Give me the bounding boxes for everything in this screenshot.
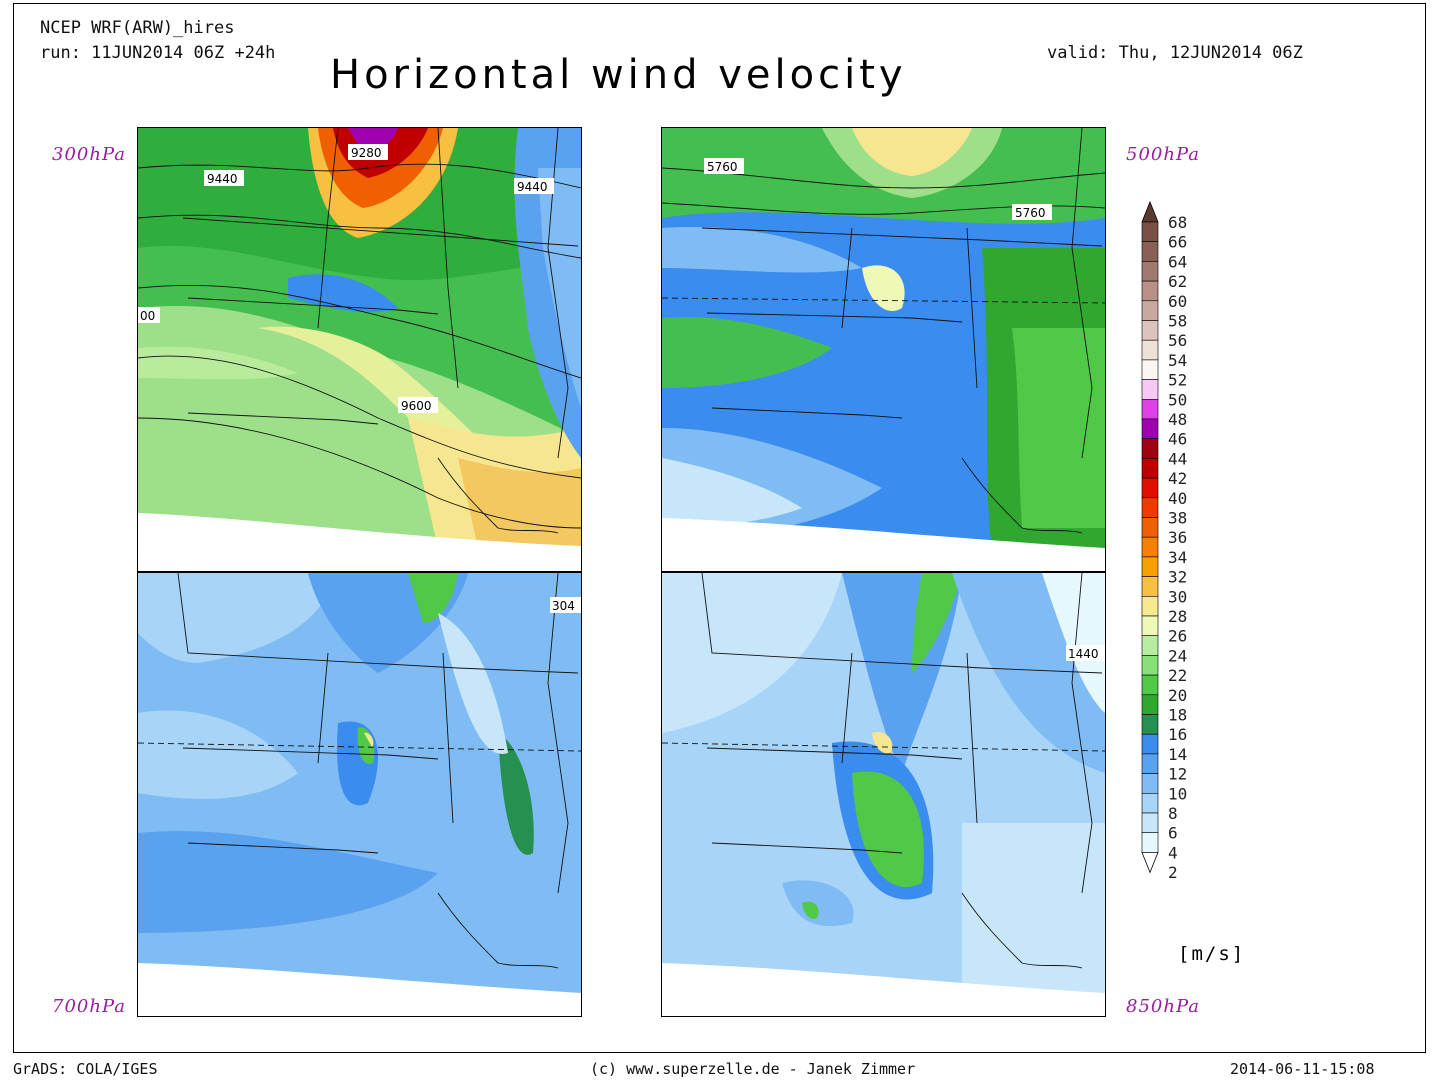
colorbar-swatch: [1141, 241, 1159, 262]
colorbar-swatch: [1141, 694, 1159, 715]
colorbar-tick-label: 40: [1168, 489, 1187, 508]
colorbar-tick-label: 28: [1168, 607, 1187, 626]
map-panel-500hpa: 5760 5760: [661, 127, 1106, 572]
colorbar-swatch: [1141, 576, 1159, 597]
colorbar-swatch: [1141, 714, 1159, 735]
colorbar-tick-label: 2: [1168, 863, 1178, 882]
panel-label-850: 850hPa: [1126, 996, 1200, 1017]
colorbar-swatch: [1141, 792, 1159, 814]
colorbar-tick-label: 22: [1168, 666, 1187, 685]
colorbar-tick-label: 56: [1168, 331, 1187, 350]
colorbar-tick-label: 52: [1168, 371, 1187, 390]
colorbar-tick-label: 60: [1168, 292, 1187, 311]
colorbar-swatch: [1141, 733, 1159, 755]
colorbar-tick-label: 34: [1168, 548, 1187, 567]
colorbar-tick-label: 16: [1168, 725, 1187, 744]
colorbar-tick-label: 64: [1168, 252, 1187, 271]
colorbar-tick-label: 36: [1168, 528, 1187, 547]
colorbar-swatch: [1141, 320, 1159, 341]
colorbar-swatch: [1141, 517, 1159, 538]
colorbar-swatch: [1141, 832, 1159, 853]
map-panel-300hpa: 9280 9440 9440 00 9600: [137, 127, 582, 572]
colorbar-tick-label: 32: [1168, 568, 1187, 587]
colorbar-tick-label: 6: [1168, 824, 1178, 843]
colorbar-tick-label: 66: [1168, 233, 1187, 252]
colorbar-swatch: [1141, 615, 1159, 637]
colorbar-swatch: [1141, 477, 1159, 499]
footer-timestamp: 2014-06-11-15:08: [1230, 1060, 1375, 1078]
colorbar-tick-label: 18: [1168, 706, 1187, 725]
footer-copyright: (c) www.superzelle.de - Janek Zimmer: [590, 1060, 916, 1078]
map-panel-850hpa: 1440: [661, 572, 1106, 1017]
map-panel-700hpa: 304: [137, 572, 582, 1017]
colorbar-swatch: [1141, 497, 1159, 518]
colorbar-swatch: [1141, 635, 1159, 656]
colorbar-swatch: [1141, 595, 1159, 617]
colorbar-swatch: [1141, 753, 1159, 774]
colorbar-swatch: [1141, 438, 1159, 459]
colorbar-swatch: [1141, 379, 1159, 400]
colorbar-tick-label: 20: [1168, 686, 1187, 705]
colorbar-tick-label: 38: [1168, 509, 1187, 528]
contour-label: 00: [140, 309, 155, 323]
colorbar-swatch: [1141, 773, 1159, 794]
contour-label: 1440: [1068, 647, 1099, 661]
contour-label: 5760: [707, 160, 738, 174]
units-label: [m/s]: [1178, 943, 1246, 965]
colorbar-swatch: [1141, 300, 1159, 321]
colorbar-tick-label: 44: [1168, 449, 1187, 468]
colorbar-tick-label: 54: [1168, 351, 1187, 370]
contour-label: 5760: [1015, 206, 1046, 220]
colorbar-tick-label: 26: [1168, 627, 1187, 646]
colorbar-swatch: [1141, 339, 1159, 361]
colorbar-tick-label: 30: [1168, 587, 1187, 606]
colorbar-swatch: [1141, 418, 1159, 440]
colorbar-tick-label: 14: [1168, 745, 1187, 764]
colorbar-swatch: [1141, 280, 1159, 302]
colorbar-swatch: [1141, 261, 1159, 282]
colorbar-swatch: [1141, 221, 1159, 243]
colorbar-swatch: [1141, 812, 1159, 834]
colorbar-tick-label: 42: [1168, 469, 1187, 488]
colorbar-tick-label: 62: [1168, 272, 1187, 291]
colorbar-tick-label: 8: [1168, 804, 1178, 823]
colorbar-swatch: [1141, 674, 1159, 696]
colorbar-swatch: [1141, 536, 1159, 558]
contour-label: 9440: [207, 172, 238, 186]
colorbar-top-arrow: [1141, 200, 1159, 223]
valid-time: valid: Thu, 12JUN2014 06Z: [1047, 43, 1303, 63]
panel-label-300: 300hPa: [52, 144, 126, 165]
colorbar-tick-label: 4: [1168, 843, 1178, 862]
colorbar-tick-label: 48: [1168, 410, 1187, 429]
colorbar-tick-label: 24: [1168, 646, 1187, 665]
colorbar-tick-label: 12: [1168, 765, 1187, 784]
contour-label: 304: [552, 599, 575, 613]
contour-label: 9440: [517, 180, 548, 194]
colorbar-bottom-arrow: [1141, 852, 1159, 874]
color-scale-legend: 68 66 64 62 60 58 56 54 52 50 48 46 44 42 40 38 36 34 32 30…: [1140, 200, 1280, 900]
model-name: NCEP WRF(ARW)_hires: [40, 18, 235, 38]
colorbar-tick-label: 58: [1168, 312, 1187, 331]
colorbar-swatch: [1141, 458, 1159, 479]
footer-software: GrADS: COLA/IGES: [13, 1060, 158, 1078]
plot-frame: [13, 3, 1426, 1053]
colorbar-tick-label: 50: [1168, 390, 1187, 409]
contour-label: 9280: [351, 146, 382, 160]
colorbar-tick-label: 46: [1168, 430, 1187, 449]
colorbar-tick-label: 10: [1168, 784, 1187, 803]
colorbar-tick-label: 68: [1168, 213, 1187, 232]
colorbar-swatch: [1141, 655, 1159, 676]
colorbar-swatch: [1141, 556, 1159, 577]
colorbar-swatch: [1141, 359, 1159, 380]
panel-label-500: 500hPa: [1126, 144, 1200, 165]
run-info: run: 11JUN2014 06Z +24h: [40, 43, 276, 63]
page-title: Horizontal wind velocity: [330, 52, 907, 98]
panel-label-700: 700hPa: [52, 996, 126, 1017]
colorbar-swatch: [1141, 399, 1159, 420]
contour-label: 9600: [401, 399, 432, 413]
